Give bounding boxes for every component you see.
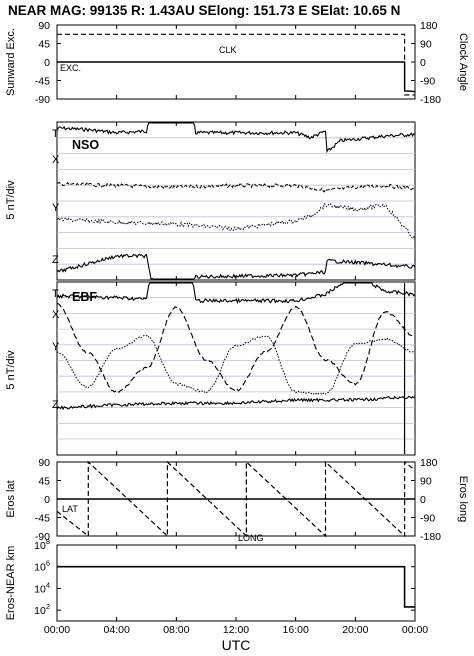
ebf-tag: EBF — [72, 290, 97, 304]
nso-trace-label-y: Y — [52, 202, 60, 214]
panel-ebf-grid — [57, 297, 415, 440]
nso-series-t — [56, 122, 416, 154]
eros-lat-tick-label: -45 — [35, 513, 50, 525]
x-axis-ticks: 00:00 04:00 08:00 12:00 16:00 20:00 00:00 — [44, 25, 428, 636]
clock-angle-tick-label: -90 — [420, 76, 435, 88]
eros-lat-axis-label: Eros lat — [5, 480, 17, 517]
exc-series — [57, 61, 416, 93]
clock-angle-tick-label: 180 — [420, 20, 438, 32]
panel-excursion-right-ticks: 180 90 0 -90 -180 — [411, 20, 441, 106]
eros-long-tick-label: -180 — [420, 531, 441, 543]
nso-trace-label-x: X — [52, 154, 60, 166]
eros-long-tick-label: 90 — [420, 476, 432, 488]
nso-axis-label: 5 nT/div — [5, 180, 17, 220]
eros-lat-tick-label: 0 — [44, 494, 50, 506]
ebf-trace-label-y: Y — [52, 341, 60, 353]
long-label: LONG — [238, 533, 264, 543]
clock-angle-tick-label: -180 — [420, 94, 441, 106]
eros-long-axis-label: Eros long — [457, 476, 469, 522]
panel-eros-latlong-lines — [56, 460, 416, 538]
exc-label: EXC. — [60, 63, 81, 73]
x-tick-label: 20:00 — [342, 624, 368, 636]
ebf-trace-label-z: Z — [52, 399, 59, 411]
nso-tag: NSO — [72, 138, 99, 152]
panel-excursion-lines — [57, 33, 416, 96]
x-tick-label: 08:00 — [163, 624, 189, 636]
x-axis-label: UTC — [222, 637, 251, 653]
distance-tick-label: 104 — [34, 580, 50, 595]
nso-series-z — [56, 253, 416, 280]
ebf-series-z — [56, 395, 416, 411]
ebf-trace-label-t: T — [52, 288, 59, 300]
panel-ebf-traces — [56, 282, 416, 454]
panel-distance-frame — [56, 544, 416, 622]
x-tick-label: 00:00 — [44, 624, 70, 636]
panel-ebf: EBF T X Y Z 5 nT/div — [5, 281, 416, 456]
panel-nso: NSO T X Y Z 5 nT/div — [5, 121, 416, 281]
excursion-tick-label: -45 — [35, 76, 50, 88]
eros-lat-tick-label: -90 — [35, 531, 50, 543]
x-tick-label: 12:00 — [223, 624, 249, 636]
sunward-exc-axis-label: Sunward Exc. — [5, 28, 17, 96]
long-series — [56, 460, 416, 538]
figure-title: NEAR MAG: 99135 R: 1.43AU SElong: 151.73… — [8, 3, 400, 18]
ebf-axis-label: 5 nT/div — [5, 350, 17, 390]
panel-eros-near-distance: 108 106 104 102 Eros-NEAR km — [5, 537, 416, 622]
clk-series — [57, 33, 415, 96]
distance-tick-label: 102 — [34, 602, 50, 617]
ebf-trace-label-x: X — [52, 309, 60, 321]
x-tick-label: 16:00 — [283, 624, 309, 636]
distance-tick-label: 108 — [34, 537, 50, 552]
nso-trace-label-t: T — [52, 128, 59, 140]
ebf-series-y — [56, 334, 416, 396]
eros-near-axis-label: Eros-NEAR km — [5, 546, 17, 621]
excursion-tick-label: -90 — [35, 94, 50, 106]
distance-series — [57, 565, 415, 608]
panel-nso-grid — [57, 137, 415, 265]
panel-distance-ticks: 108 106 104 102 — [34, 537, 415, 617]
x-tick-label: 00:00 — [402, 624, 428, 636]
clk-label: CLK — [219, 45, 237, 55]
clock-angle-tick-label: 90 — [420, 39, 432, 51]
panel-ebf-frame — [56, 281, 416, 456]
nso-trace-label-z: Z — [52, 254, 59, 266]
excursion-tick-label: 0 — [44, 57, 50, 69]
nso-series-y — [56, 202, 416, 241]
x-tick-label: 04:00 — [104, 624, 130, 636]
panel-eros-long-ticks: 180 90 0 -90 -180 — [411, 457, 441, 543]
lat-label: LAT — [62, 504, 78, 514]
eros-long-tick-label: 0 — [420, 494, 426, 506]
excursion-tick-label: 45 — [38, 39, 50, 51]
clock-angle-axis-label: Clock Angle — [457, 33, 469, 91]
eros-long-tick-label: 180 — [420, 457, 438, 469]
excursion-tick-label: 90 — [38, 20, 50, 32]
eros-lat-tick-label: 45 — [38, 476, 50, 488]
panel-excursion: 90 45 0 -45 -90 180 90 0 -90 -180 CLK EXC. Sunwa… — [5, 20, 469, 106]
ebf-series-x — [56, 302, 415, 394]
eros-lat-tick-label: 90 — [38, 457, 50, 469]
nso-series-x — [57, 181, 415, 193]
panel-distance-lines — [57, 565, 415, 608]
distance-tick-label: 106 — [34, 559, 50, 574]
panel-eros-latlong: 90 45 0 -45 -90 180 90 0 -90 -180 LAT LONG Eros … — [5, 457, 469, 543]
clock-angle-tick-label: 0 — [420, 57, 426, 69]
eros-long-tick-label: -90 — [420, 513, 435, 525]
